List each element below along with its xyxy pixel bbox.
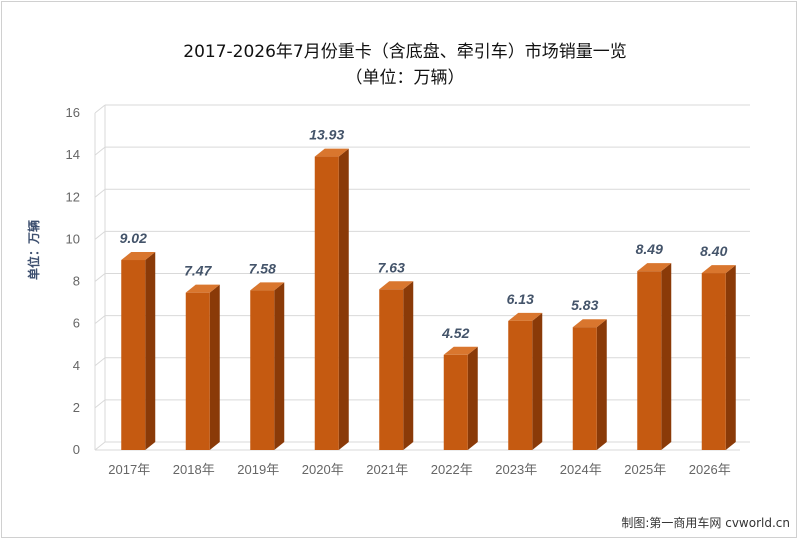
bar <box>637 263 672 450</box>
x-tick-label: 2025年 <box>624 462 666 477</box>
data-label: 7.58 <box>249 260 276 276</box>
y-tick-label: 10 <box>66 231 80 246</box>
y-tick-label: 14 <box>66 147 80 162</box>
bar-front <box>508 320 533 450</box>
bar-side <box>403 281 414 450</box>
x-tick-label: 2023年 <box>495 462 537 477</box>
bar-front <box>314 156 339 451</box>
data-label: 7.47 <box>184 263 212 279</box>
gridline-diag <box>94 104 106 114</box>
data-label: 13.93 <box>309 127 344 143</box>
bar-side <box>274 282 285 450</box>
bar-top <box>572 319 607 328</box>
x-tick-label: 2022年 <box>431 462 473 477</box>
bar <box>508 312 543 450</box>
bar-top <box>701 265 736 274</box>
data-label: 8.49 <box>636 241 663 257</box>
bar-side <box>725 265 736 450</box>
bar-top <box>314 148 349 157</box>
bar <box>443 346 478 450</box>
data-label: 6.13 <box>507 291 534 307</box>
y-axis-label: 单位：万辆 <box>26 220 41 280</box>
x-tick-label: 2017年 <box>108 462 150 477</box>
data-labels: 9.02 7.47 7.58 13.93 7.63 4.52 6.13 5.83 8.49 8.4… <box>120 127 728 341</box>
bar-front <box>185 292 210 450</box>
y-tick-label: 0 <box>73 442 80 457</box>
bar-top <box>185 284 220 293</box>
bar-side <box>145 252 156 450</box>
gridline-diag <box>94 146 106 156</box>
bar-side <box>338 148 349 451</box>
bar-top <box>508 312 543 321</box>
bar-side <box>467 346 478 450</box>
x-tick-label: 2021年 <box>366 462 408 477</box>
bar-side <box>661 263 672 450</box>
gridline-diag <box>94 230 106 240</box>
gridline-diag <box>94 357 106 367</box>
bar-side <box>532 312 543 450</box>
bar-front <box>572 327 597 450</box>
data-label: 9.02 <box>120 230 147 246</box>
chart-subtitle: （单位：万辆） <box>346 68 465 88</box>
bar-top <box>121 252 156 261</box>
gridline-diag <box>94 188 106 198</box>
gridline-diag <box>94 273 106 282</box>
y-tick-label: 16 <box>66 105 80 120</box>
source-credit: 制图:第一商用车网 cvworld.cn <box>621 515 790 530</box>
bar <box>314 148 349 451</box>
y-tick-label: 4 <box>73 358 80 373</box>
gridline-diag <box>94 315 106 325</box>
y-tick-label: 2 <box>73 400 80 415</box>
bar <box>701 265 736 450</box>
bar-side <box>209 284 220 450</box>
x-tick-label: 2024年 <box>560 462 602 477</box>
bar-top <box>250 282 285 291</box>
bar-top <box>637 263 672 272</box>
gridline-diag <box>94 441 106 451</box>
bar-top <box>443 346 478 355</box>
bar-front <box>701 273 726 450</box>
x-tick-label: 2018年 <box>173 462 215 477</box>
data-label: 7.63 <box>378 259 405 275</box>
bar <box>185 284 220 450</box>
bar-front <box>379 289 404 450</box>
bar <box>379 281 414 450</box>
x-tick-label: 2019年 <box>237 462 279 477</box>
data-label: 4.52 <box>441 325 469 341</box>
bars <box>121 148 736 451</box>
bar-front <box>637 271 662 450</box>
chart-title: 2017-2026年7月份重卡（含底盘、牵引车）市场销量一览 <box>183 42 626 62</box>
x-tick-label: 2026年 <box>689 462 731 477</box>
y-tick-label: 12 <box>66 189 80 204</box>
y-tick-label: 6 <box>73 316 80 331</box>
bar-side <box>596 319 607 450</box>
bar-front <box>121 260 146 450</box>
bar <box>121 252 156 450</box>
y-axis-ticks: 0 2 4 6 8 10 12 14 16 <box>66 105 80 457</box>
bar-front <box>250 290 275 450</box>
y-tick-label: 8 <box>73 274 80 289</box>
bar-front <box>443 354 468 450</box>
x-tick-label: 2020年 <box>302 462 344 477</box>
bar <box>250 282 285 450</box>
bar <box>572 319 607 450</box>
x-axis-ticks: 2017年 2018年 2019年 2020年 2021年 2022年 2023年 2024年… <box>108 462 730 477</box>
data-label: 5.83 <box>571 297 598 313</box>
gridline-diag <box>94 399 106 409</box>
data-label: 8.40 <box>700 243 727 259</box>
bar-top <box>379 281 414 290</box>
